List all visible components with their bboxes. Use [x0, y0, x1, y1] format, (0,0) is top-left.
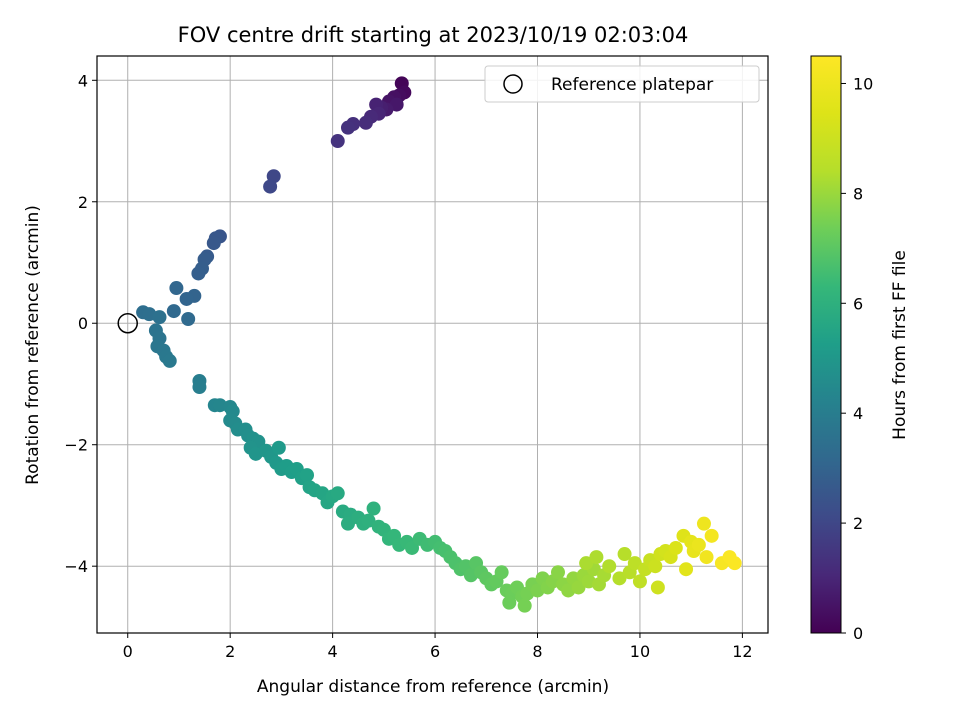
x-tick-label: 8: [532, 642, 542, 661]
data-point: [617, 547, 632, 562]
plot-frame: [96, 55, 769, 634]
colorbar-tick-label: 4: [853, 404, 863, 423]
data-point: [668, 540, 683, 555]
data-point: [632, 574, 647, 589]
data-point: [179, 291, 194, 306]
legend-entry-reference-platepar: Reference platepar: [551, 75, 713, 95]
legend: Reference platepar: [484, 65, 760, 103]
colorbar-gradient: [810, 55, 842, 634]
data-point: [263, 179, 278, 194]
data-point: [169, 281, 184, 296]
data-point: [679, 562, 694, 577]
data-point: [696, 516, 711, 531]
reference-platepar-marker: [117, 312, 138, 334]
data-point: [366, 501, 381, 516]
colorbar-tick-label: 8: [853, 184, 863, 203]
y-tick-label: −4: [64, 557, 88, 576]
data-point: [699, 550, 714, 565]
x-tick-label: 4: [328, 642, 338, 661]
data-point: [589, 550, 604, 565]
data-point: [206, 236, 221, 251]
data-point: [648, 559, 663, 574]
legend-box: [484, 65, 760, 103]
data-point: [612, 571, 627, 586]
data-point: [550, 565, 565, 580]
x-tick-label: 10: [630, 642, 650, 661]
data-point: [602, 559, 617, 574]
y-axis-label: Rotation from reference (arcmin): [23, 205, 43, 485]
colorbar-label: Hours from first FF file: [890, 250, 910, 440]
data-point: [181, 311, 196, 326]
grid-lines: [97, 56, 768, 633]
data-point: [340, 120, 355, 135]
colorbar-tick-label: 10: [853, 74, 873, 93]
data-point: [727, 556, 742, 571]
x-tick-label: 0: [123, 642, 133, 661]
data-point: [166, 304, 181, 319]
x-tick-label: 12: [732, 642, 752, 661]
data-point: [502, 595, 517, 610]
axis-ticks: 0 2 4 6 8 10 12 −4 −2 0 2 4: [64, 71, 752, 661]
x-axis-label: Angular distance from reference (arcmin): [257, 677, 609, 697]
data-point: [579, 556, 594, 571]
data-point: [358, 115, 373, 130]
colorbar-tick-label: 2: [853, 514, 863, 533]
data-point: [691, 537, 706, 552]
data-point: [152, 310, 167, 325]
data-point: [330, 134, 345, 149]
y-tick-label: −2: [64, 436, 88, 455]
colorbar-tick-label: 0: [853, 624, 863, 643]
y-tick-label: 2: [78, 193, 88, 212]
data-point: [340, 516, 355, 531]
colorbar: 0 2 4 6 8 10 Hours from first FF file: [810, 55, 910, 643]
data-point: [571, 580, 586, 595]
data-point: [330, 486, 345, 501]
data-point: [650, 580, 665, 595]
data-point: [704, 528, 719, 543]
data-point: [300, 468, 315, 483]
legend-marker: [503, 74, 523, 94]
x-tick-label: 6: [430, 642, 440, 661]
colorbar-tick-label: 6: [853, 294, 863, 313]
data-point: [162, 353, 177, 368]
data-point: [627, 556, 642, 571]
y-tick-label: 4: [78, 71, 88, 90]
data-point: [494, 565, 509, 580]
colorbar-ticks: 0 2 4 6 8 10: [841, 74, 873, 643]
data-point: [192, 380, 207, 395]
data-point: [361, 513, 376, 528]
y-tick-label: 0: [78, 314, 88, 333]
data-point: [191, 266, 206, 281]
x-tick-label: 2: [225, 642, 235, 661]
data-point: [271, 440, 286, 455]
data-points: [136, 76, 742, 613]
chart-title: FOV centre drift starting at 2023/10/19 …: [178, 23, 689, 47]
data-point: [517, 598, 532, 613]
